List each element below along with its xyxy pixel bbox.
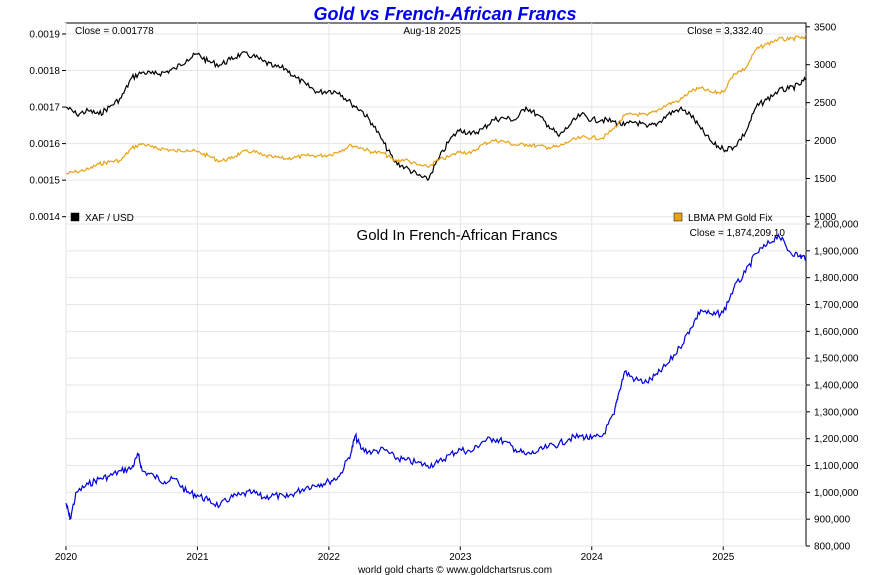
left-close-label: Close = 0.001778 <box>75 26 154 37</box>
right-tick-label: 2000 <box>814 136 837 147</box>
bottom-tick-label: 1,000,000 <box>814 488 859 499</box>
x-tick-label: 2021 <box>186 552 209 563</box>
bottom-tick-label: 1,500,000 <box>814 354 859 365</box>
top-panel-frame <box>65 22 807 225</box>
right-tick-label: 3500 <box>814 22 837 33</box>
bottom-tick-label: 1,700,000 <box>814 300 859 311</box>
legend-label-xaf: XAF / USD <box>85 213 134 224</box>
bottom-tick-label: 1,100,000 <box>814 461 859 472</box>
bottom-tick-label: 2,000,000 <box>814 220 859 231</box>
bottom-tick-label: 1,300,000 <box>814 407 859 418</box>
bottom-tick-label: 1,200,000 <box>814 434 859 445</box>
bottom-tick-label: 1,400,000 <box>814 381 859 392</box>
bottom-close-label: Close = 1,874,209.10 <box>690 228 786 239</box>
x-tick-label: 2023 <box>449 552 472 563</box>
legend-label-gold: LBMA PM Gold Fix <box>688 213 772 224</box>
legend-swatch-gold <box>673 212 683 222</box>
x-tick-label: 2025 <box>712 552 735 563</box>
bottom-tick-label: 1,900,000 <box>814 246 859 257</box>
gold-in-xaf-line <box>65 233 807 521</box>
left-tick-label: 0.0014 <box>29 212 60 223</box>
lbma-gold-line <box>65 35 807 175</box>
bottom-panel-title: Gold In French-African Francs <box>357 227 558 244</box>
chart-title: Gold vs French-African Francs <box>313 4 576 24</box>
legend-swatch-xaf <box>70 212 80 222</box>
x-tick-label: 2022 <box>318 552 341 563</box>
x-tick-label: 2020 <box>55 552 78 563</box>
bottom-tick-label: 1,800,000 <box>814 273 859 284</box>
right-tick-label: 1000 <box>814 212 837 223</box>
left-tick-label: 0.0015 <box>29 176 60 187</box>
date-label: Aug-18 2025 <box>403 26 461 37</box>
right-tick-label: 2500 <box>814 98 837 109</box>
x-tick-label: 2024 <box>581 552 604 563</box>
right-tick-label: 3000 <box>814 60 837 71</box>
bottom-tick-label: 900,000 <box>814 515 851 526</box>
left-tick-label: 0.0018 <box>29 66 60 77</box>
right-close-label: Close = 3,332.40 <box>687 26 763 37</box>
right-tick-label: 1500 <box>814 174 837 185</box>
bottom-tick-label: 800,000 <box>814 542 851 553</box>
left-tick-label: 0.0016 <box>29 139 60 150</box>
bottom-tick-label: 1,600,000 <box>814 327 859 338</box>
footer-credit: world gold charts © www.goldchartsrus.co… <box>357 565 552 575</box>
left-tick-label: 0.0017 <box>29 103 60 114</box>
left-tick-label: 0.0019 <box>29 29 60 40</box>
